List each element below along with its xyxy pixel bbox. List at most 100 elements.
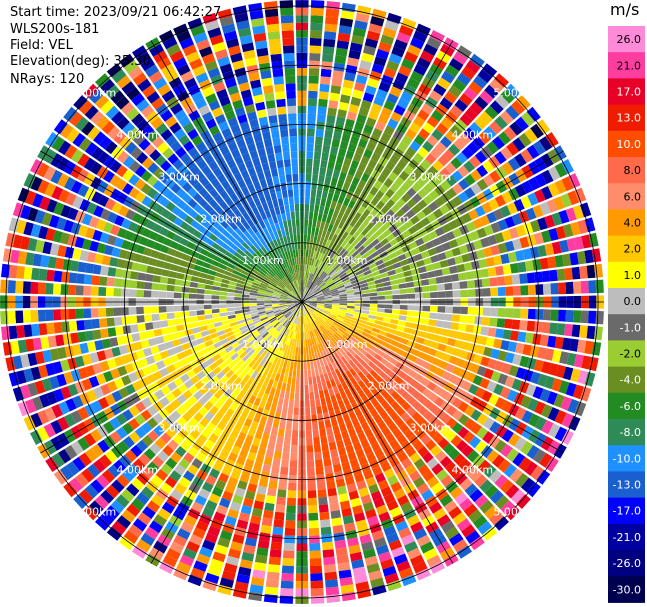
radar-gate bbox=[579, 325, 588, 339]
radar-gate bbox=[347, 395, 356, 404]
radar-gate bbox=[198, 320, 207, 327]
radar-gate bbox=[448, 506, 462, 520]
radar-gate bbox=[401, 244, 411, 253]
radar-gate bbox=[231, 445, 241, 456]
radar-gate bbox=[310, 573, 323, 582]
radar-gate bbox=[472, 136, 486, 150]
radar-gate bbox=[309, 299, 317, 301]
radar-gate bbox=[247, 111, 258, 121]
radar-gate bbox=[159, 396, 170, 408]
radar-gate bbox=[128, 315, 138, 324]
radar-gate bbox=[298, 324, 301, 333]
radar-gate bbox=[374, 278, 383, 285]
radar-gate bbox=[276, 496, 286, 506]
radar-gate bbox=[242, 221, 251, 230]
radar-gate bbox=[366, 452, 377, 463]
radar-gate bbox=[78, 489, 94, 504]
radar-gate bbox=[282, 252, 287, 261]
radar-gate bbox=[437, 437, 450, 450]
radar-gate bbox=[332, 304, 340, 307]
radar-gate bbox=[401, 390, 411, 401]
radar-gate bbox=[302, 309, 304, 317]
radar-gate bbox=[292, 281, 297, 289]
radar-gate bbox=[53, 322, 63, 334]
radar-gate bbox=[357, 179, 367, 189]
radar-gate bbox=[200, 347, 209, 356]
radar-gate bbox=[312, 337, 317, 346]
radar-gate bbox=[318, 174, 325, 184]
radar-gate bbox=[192, 270, 201, 277]
radar-gate bbox=[422, 388, 433, 398]
radar-gate bbox=[257, 293, 265, 297]
radar-gate bbox=[305, 280, 309, 288]
radar-gate bbox=[189, 428, 201, 440]
radar-gate bbox=[371, 530, 385, 541]
radar-gate bbox=[240, 340, 248, 348]
radar-gate bbox=[287, 300, 295, 302]
radar-gate bbox=[399, 294, 408, 299]
radar-gate bbox=[319, 271, 325, 278]
radar-gate bbox=[360, 155, 370, 166]
radar-gate bbox=[315, 328, 320, 336]
radar-gate bbox=[184, 77, 198, 90]
radar-gate bbox=[399, 214, 410, 224]
radar-gate bbox=[362, 251, 371, 259]
radar-gate bbox=[528, 176, 540, 191]
radar-gate bbox=[17, 187, 30, 203]
radar-gate bbox=[151, 97, 165, 110]
radar-gate bbox=[410, 554, 425, 567]
radar-gate bbox=[270, 192, 277, 201]
radar-gate bbox=[289, 292, 296, 298]
radar-gate bbox=[369, 523, 382, 534]
radar-gate bbox=[259, 314, 268, 320]
radar-gate bbox=[339, 248, 346, 256]
radar-gate bbox=[298, 256, 301, 265]
radar-gate bbox=[287, 189, 294, 198]
radar-gate bbox=[224, 345, 234, 353]
radar-gate bbox=[73, 95, 88, 110]
radar-gate bbox=[383, 67, 397, 79]
radar-gate bbox=[263, 333, 271, 341]
radar-gate bbox=[199, 385, 209, 396]
radar-gate bbox=[281, 318, 288, 325]
radar-gate bbox=[128, 431, 141, 444]
radar-gate bbox=[314, 227, 320, 236]
radar-gate bbox=[489, 100, 504, 115]
radar-gate bbox=[83, 319, 93, 330]
radar-gate bbox=[489, 277, 498, 287]
radar-gate bbox=[354, 186, 363, 196]
radar-gate bbox=[251, 362, 259, 371]
radar-gate bbox=[196, 434, 208, 445]
radar-gate bbox=[293, 407, 299, 416]
radar-gate bbox=[264, 307, 273, 311]
colorbar-band bbox=[608, 497, 645, 525]
radar-gate bbox=[51, 186, 63, 200]
radar-gate bbox=[17, 339, 28, 354]
radar-gate bbox=[118, 205, 130, 217]
radar-gate bbox=[304, 287, 308, 295]
radar-gate bbox=[383, 353, 392, 362]
radar-gate bbox=[280, 306, 288, 310]
radar-gate bbox=[300, 279, 302, 287]
radar-gate bbox=[353, 212, 362, 221]
radar-gate bbox=[352, 314, 361, 319]
radar-gate bbox=[315, 278, 322, 285]
radar-gate bbox=[152, 412, 164, 424]
radar-gate bbox=[304, 384, 309, 393]
radar-gate bbox=[420, 217, 431, 227]
radar-gate bbox=[144, 314, 153, 322]
radar-gate bbox=[114, 215, 125, 227]
radar-gate bbox=[450, 435, 463, 447]
radar-gate bbox=[174, 318, 184, 325]
radar-gate bbox=[293, 331, 297, 340]
radar-gate bbox=[237, 337, 246, 345]
radar-gate bbox=[339, 293, 347, 297]
radar-gate bbox=[244, 418, 253, 428]
radar-gate bbox=[384, 295, 393, 300]
radar-gate bbox=[169, 122, 182, 134]
radar-gate bbox=[307, 291, 313, 297]
radar-gate bbox=[219, 448, 230, 459]
radar-gate bbox=[234, 421, 243, 432]
colorbar-tick-label: 8.0 bbox=[624, 164, 642, 177]
radar-gate bbox=[408, 354, 418, 363]
